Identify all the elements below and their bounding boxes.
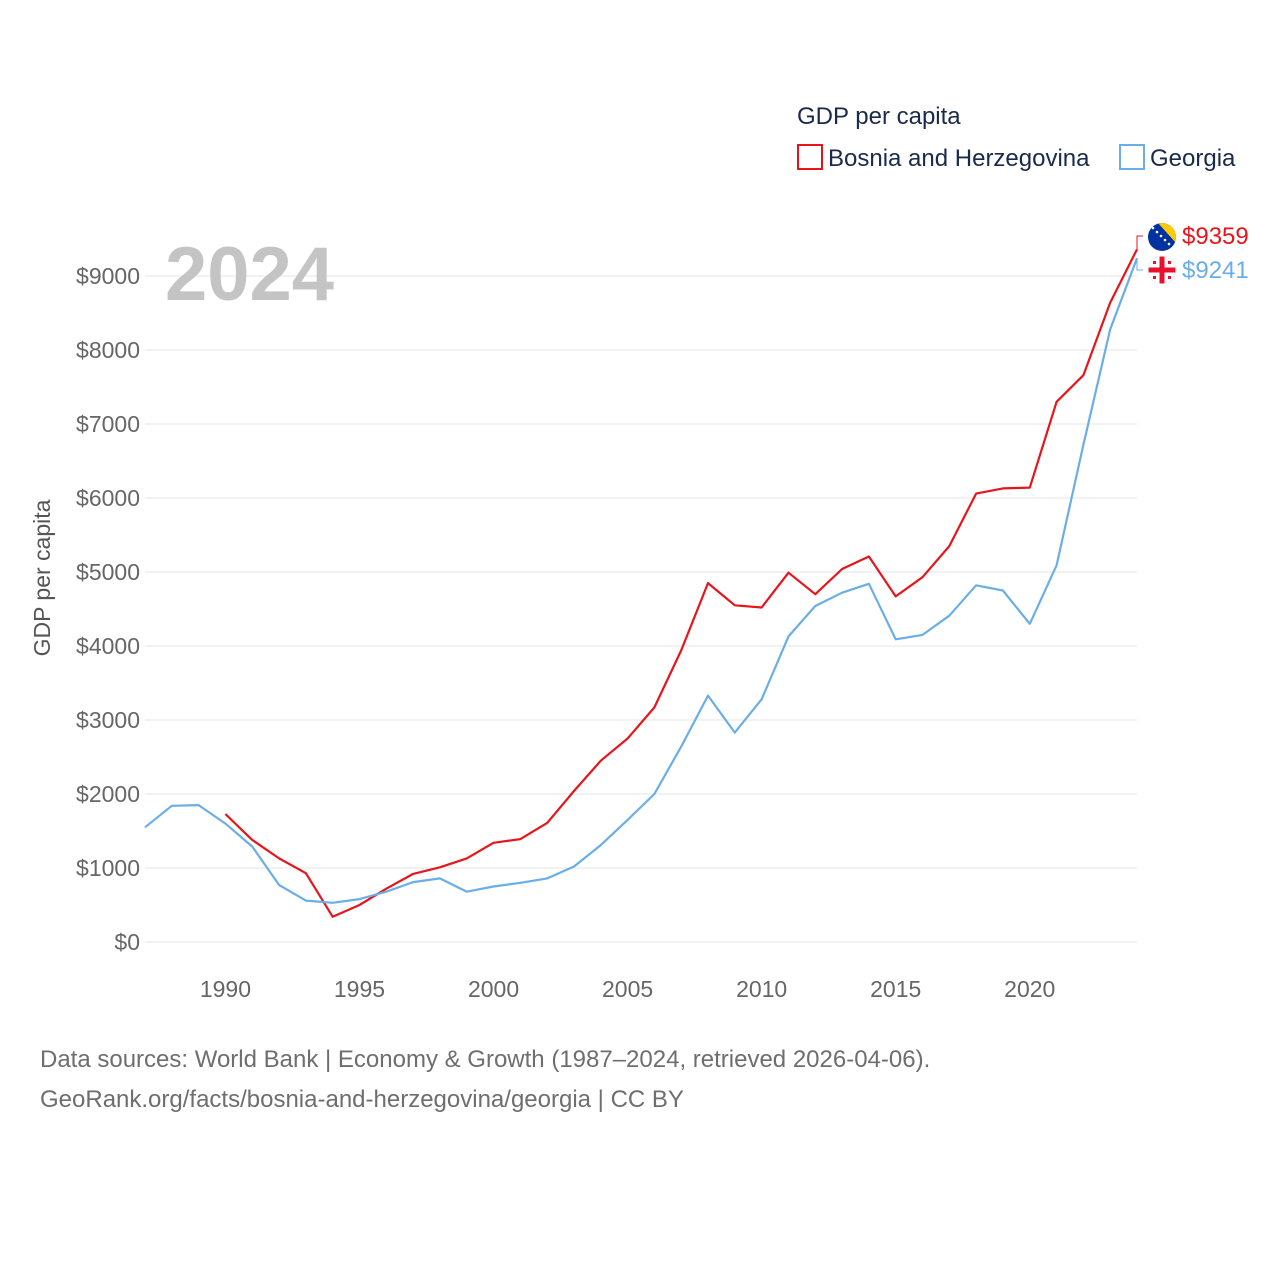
x-tick-label: 1995 [334, 976, 385, 1002]
y-tick-label: $0 [114, 929, 140, 955]
x-tick-label: 1990 [200, 976, 251, 1002]
y-axis-ticks: $0 $1000 $2000 $3000 $4000 $5000 $6000 $7000 $80… [76, 263, 140, 955]
x-tick-label: 2020 [1004, 976, 1055, 1002]
y-axis-title: GDP per capita [29, 499, 55, 656]
x-tick-label: 2015 [870, 976, 921, 1002]
end-connector [1136, 235, 1143, 250]
legend-swatch-bosnia [797, 144, 823, 170]
series-lines [144, 248, 1139, 918]
bosnia-flag-icon [1148, 223, 1176, 251]
x-tick-label: 2005 [602, 976, 653, 1002]
y-tick-label: $6000 [76, 485, 140, 511]
y-tick-label: $5000 [76, 559, 140, 585]
y-tick-label: $9000 [76, 263, 140, 289]
legend: GDP per capita Bosnia and Herzegovina Ge… [797, 103, 1236, 172]
end-labels: $9359 $9241 [1136, 223, 1249, 284]
series-line-georgia [144, 257, 1139, 904]
data-source-note: Data sources: World Bank | Economy & Gro… [40, 1040, 1240, 1120]
end-connector [1136, 258, 1143, 271]
grid-lines [145, 275, 1137, 943]
y-tick-label: $4000 [76, 633, 140, 659]
legend-label-bosnia: Bosnia and Herzegovina [828, 145, 1090, 172]
legend-label-georgia: Georgia [1150, 145, 1236, 172]
y-tick-label: $2000 [76, 781, 140, 807]
georgia-flag-icon [1147, 255, 1177, 285]
x-tick-label: 2010 [736, 976, 787, 1002]
x-tick-label: 2000 [468, 976, 519, 1002]
end-value-label-georgia: $9241 [1182, 257, 1249, 284]
source-line-1: Data sources: World Bank | Economy & Gro… [40, 1046, 931, 1073]
source-line-2: GeoRank.org/facts/bosnia-and-herzegovina… [40, 1086, 684, 1113]
y-tick-label: $1000 [76, 855, 140, 881]
legend-swatch-georgia [1119, 144, 1145, 170]
end-value-label-bosnia: $9359 [1182, 223, 1249, 250]
current-year-label: 2024 [165, 232, 334, 317]
x-axis-ticks: 1990 1995 2000 2005 2010 2015 2020 [200, 976, 1055, 1002]
legend-title: GDP per capita [797, 103, 961, 130]
y-tick-label: $3000 [76, 707, 140, 733]
y-tick-label: $8000 [76, 337, 140, 363]
y-tick-label: $7000 [76, 411, 140, 437]
